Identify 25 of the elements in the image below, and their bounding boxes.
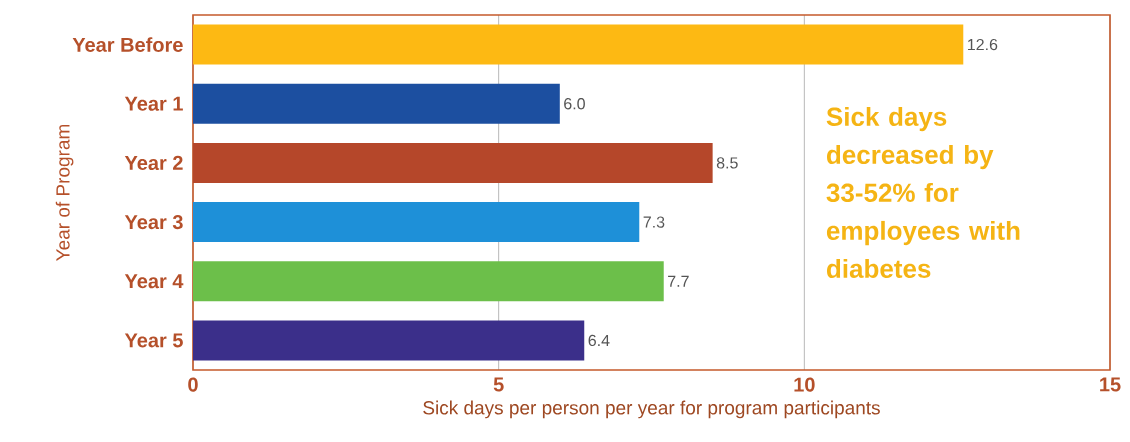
bar <box>193 261 664 302</box>
data-label: 7.7 <box>668 275 689 287</box>
x-tick-label: 15 <box>1100 377 1121 392</box>
data-label: 6.4 <box>588 334 610 347</box>
bar <box>193 83 560 124</box>
y-tick-label: Year Before <box>72 37 183 52</box>
data-label: 6.0 <box>564 98 585 110</box>
x-tick-label: 0 <box>188 377 198 392</box>
data-label: 12.6 <box>968 38 998 51</box>
y-tick-label: Year 3 <box>124 215 183 230</box>
y-tick-label: Year 5 <box>124 333 183 348</box>
data-label: 8.5 <box>716 157 738 169</box>
y-tick-label: Year 2 <box>124 155 183 170</box>
bar <box>193 320 585 361</box>
y-tick-label: Year 1 <box>124 96 183 111</box>
bar <box>193 24 964 65</box>
x-axis-title: Sick days per person per year for program participants <box>423 400 880 419</box>
data-label: 7.3 <box>643 216 665 228</box>
x-tick-label: 10 <box>794 377 815 392</box>
bar <box>193 142 713 183</box>
y-tick-label: Year 4 <box>124 274 184 289</box>
y-axis-title: Year of Program <box>55 124 74 261</box>
x-tick-label: 5 <box>493 377 504 392</box>
annotation: Sick days decreased by 33-52% for employees with diabetes <box>826 106 1020 278</box>
bar <box>193 202 640 243</box>
